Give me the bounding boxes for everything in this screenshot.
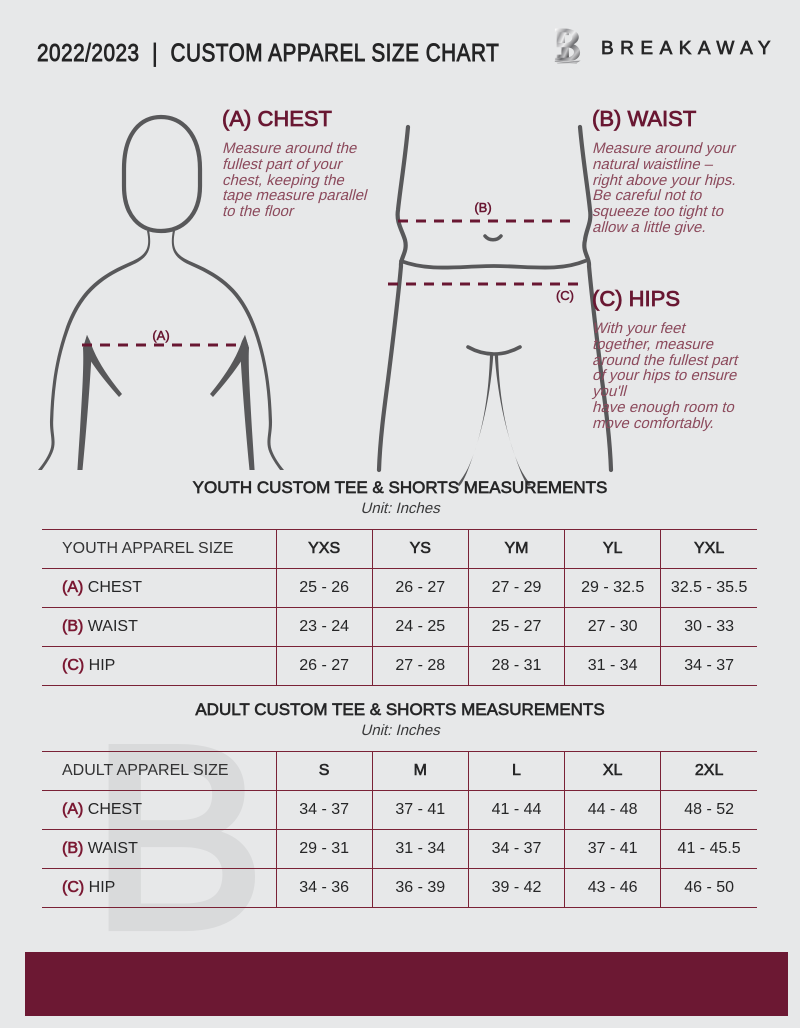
svg-text:(C): (C) [556,288,574,304]
svg-text:(B): (B) [474,200,491,216]
